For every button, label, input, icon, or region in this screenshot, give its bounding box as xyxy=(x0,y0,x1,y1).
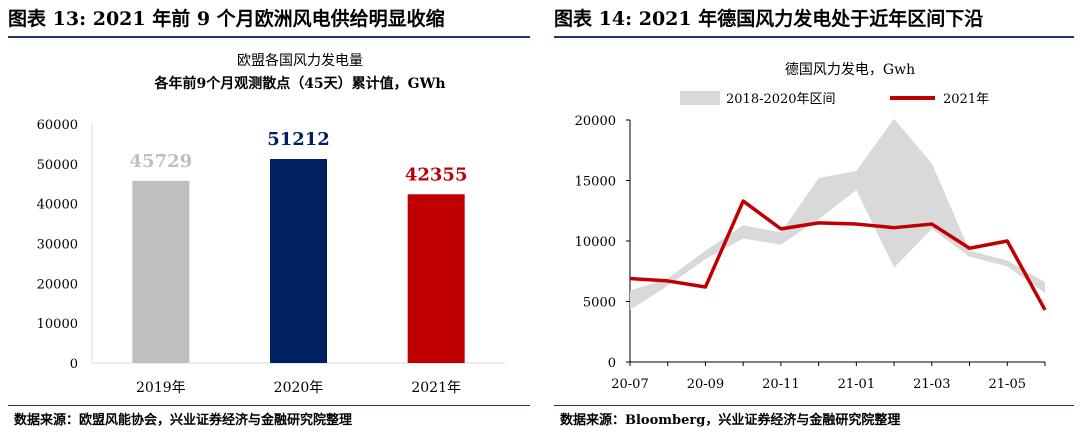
left-chart-title: 欧盟各国风力发电量 xyxy=(237,53,363,69)
left-source: 数据来源：欧盟风能协会，兴业证券经济与金融研究院整理 xyxy=(14,413,353,428)
left-chart-subtitle: 各年前9个月观测散点（45天）累计值，GWh xyxy=(153,75,445,92)
right-x-tick-label: 20-07 xyxy=(611,377,648,392)
left-x-tick-label: 2019年 xyxy=(136,380,186,396)
right-source-rule xyxy=(554,405,1074,406)
bar-value-label: 51212 xyxy=(267,129,330,150)
bar-value-label: 42355 xyxy=(405,164,468,185)
left-y-axis: 0 10000 20000 30000 40000 50000 60000 xyxy=(37,118,505,372)
left-y-tick-label: 40000 xyxy=(37,198,78,213)
series-line-2021 xyxy=(629,199,1047,311)
right-source: 数据来源：Bloomberg，兴业证券经济与金融研究院整理 xyxy=(560,413,901,428)
right-x-tick-label: 21-05 xyxy=(989,377,1026,392)
right-x-tick-label: 21-01 xyxy=(838,377,875,392)
left-figure-title: 图表 13: 2021 年前 9 个月欧洲风电供给明显收缩 xyxy=(8,4,445,34)
legend-band-label: 2018-2020年区间 xyxy=(726,92,836,107)
left-y-tick-label: 10000 xyxy=(37,317,78,332)
right-x-axis: 20-07 20-09 20-11 21-01 21-03 21-05 xyxy=(611,362,1046,392)
range-band-2018-2020 xyxy=(630,118,1045,310)
right-plot-area xyxy=(629,118,1047,363)
left-figure-label: 图表 xyxy=(8,8,47,30)
bar-value-label: 45729 xyxy=(130,151,193,172)
left-y-tick-label: 60000 xyxy=(37,118,78,133)
left-y-tick-label: 50000 xyxy=(37,158,78,173)
left-bar-chart: 欧盟各国风力发电量 各年前9个月观测散点（45天）累计值，GWh 0 10000 2… xyxy=(37,53,505,396)
left-y-tick-label: 20000 xyxy=(37,277,78,292)
left-title-rule xyxy=(8,36,530,38)
right-line-chart: 德国风力发电，Gwh 2018-2020年区间 2021年 0 5000 10000… xyxy=(575,62,1047,392)
left-y-tick-label: 0 xyxy=(70,357,78,372)
left-x-axis: 2019年 2020年 2021年 xyxy=(136,380,461,396)
bar-2021年 xyxy=(407,194,465,363)
left-y-tick-label: 30000 xyxy=(37,238,78,253)
left-bars: 45729 51212 42355 xyxy=(130,129,468,363)
right-x-tick-label: 21-03 xyxy=(913,377,950,392)
right-figure-title-text: 2021 年德国风力发电处于近年区间下沿 xyxy=(638,8,984,30)
right-figure-label: 图表 xyxy=(554,8,593,30)
right-y-axis: 0 5000 10000 15000 20000 xyxy=(575,114,631,371)
left-x-tick-label: 2020年 xyxy=(274,380,324,396)
right-x-tick-label: 20-11 xyxy=(762,377,799,392)
right-x-tick-label: 20-09 xyxy=(687,377,724,392)
right-title-rule xyxy=(554,36,1074,38)
left-x-tick-label: 2021年 xyxy=(411,380,461,396)
legend-band-swatch xyxy=(680,91,720,105)
right-y-tick-label: 5000 xyxy=(583,296,616,311)
right-y-tick-label: 15000 xyxy=(575,175,616,190)
right-figure-title: 图表 14: 2021 年德国风力发电处于近年区间下沿 xyxy=(554,4,983,34)
right-figure-number: 14: xyxy=(598,8,633,30)
right-y-tick-label: 0 xyxy=(608,356,616,371)
left-figure-title-text: 2021 年前 9 个月欧洲风电供给明显收缩 xyxy=(92,8,445,30)
bar-2020年 xyxy=(270,159,327,363)
bar-2019年 xyxy=(132,180,190,363)
left-figure-number: 13: xyxy=(52,8,87,30)
right-chart-title: 德国风力发电，Gwh xyxy=(785,62,915,78)
left-source-rule xyxy=(8,405,530,406)
legend-line-label: 2021年 xyxy=(943,92,989,107)
right-y-tick-label: 20000 xyxy=(575,114,616,129)
right-y-tick-label: 10000 xyxy=(575,235,616,250)
